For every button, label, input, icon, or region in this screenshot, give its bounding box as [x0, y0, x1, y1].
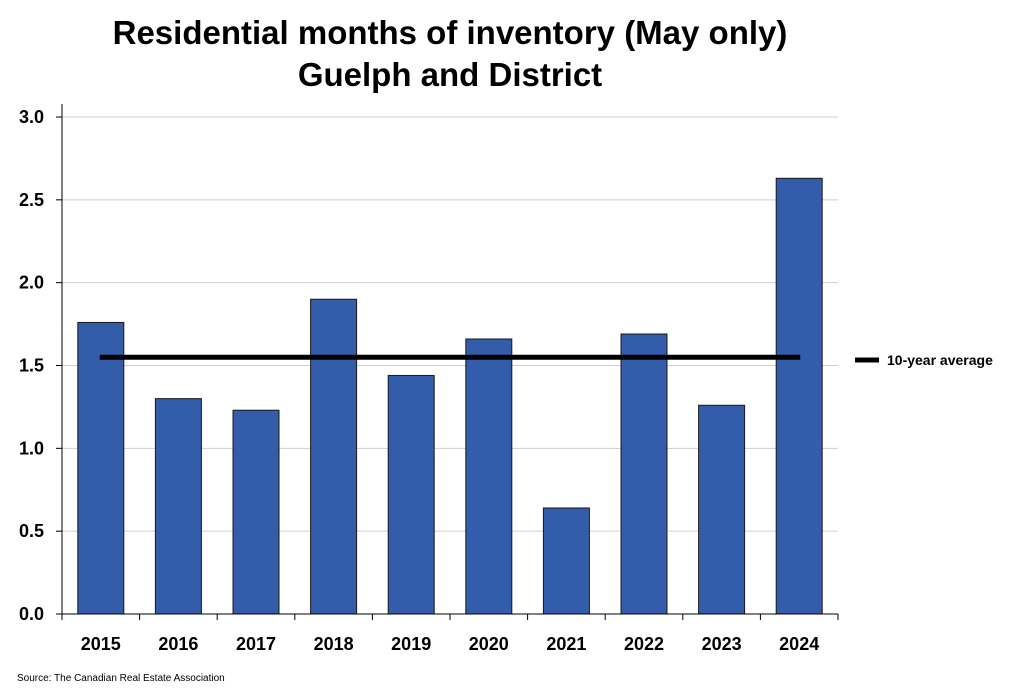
chart-title-line-1: Residential months of inventory (May onl… — [113, 14, 788, 51]
legend: 10-year average — [855, 352, 993, 368]
bars — [77, 177, 823, 615]
x-tick-label-2017: 2017 — [236, 634, 276, 654]
x-tick-label-2022: 2022 — [624, 634, 664, 654]
y-tick-label: 2.0 — [19, 273, 44, 293]
y-tick-label: 0.5 — [19, 521, 44, 541]
x-tick-label-2021: 2021 — [546, 634, 586, 654]
y-tick-label: 3.0 — [19, 107, 44, 127]
y-tick-label: 2.5 — [19, 190, 44, 210]
bar-2022 — [620, 333, 668, 615]
bar-2020 — [465, 338, 513, 615]
y-tick-label: 1.0 — [19, 438, 44, 458]
bar-2018 — [310, 298, 358, 615]
source-note: Source: The Canadian Real Estate Associa… — [17, 673, 225, 684]
y-tick-label: 1.5 — [19, 356, 44, 376]
bar-2017 — [232, 409, 280, 615]
legend-label-average: 10-year average — [887, 352, 993, 368]
bar-2023 — [698, 404, 746, 615]
y-tick-label: 0.0 — [19, 604, 44, 624]
x-tick-label-2015: 2015 — [81, 634, 121, 654]
x-tick-label-2019: 2019 — [391, 634, 431, 654]
chart-title-line-2: Guelph and District — [298, 56, 602, 93]
x-tick-label-2020: 2020 — [469, 634, 509, 654]
x-tick-label-2016: 2016 — [158, 634, 198, 654]
y-tick-labels: 0.0 0.5 1.0 1.5 2.0 2.5 3.0 — [19, 107, 62, 624]
x-tick-labels: 2015 2016 2017 2018 2019 2020 2021 2022 2023 2024 — [61, 614, 839, 654]
bar-2016 — [154, 398, 202, 615]
bar-2015 — [77, 321, 125, 615]
bar-2019 — [387, 374, 435, 615]
bar-2024 — [775, 177, 823, 615]
x-tick-label-2018: 2018 — [314, 634, 354, 654]
bar-2021 — [542, 507, 590, 615]
x-tick-label-2024: 2024 — [779, 634, 819, 654]
x-tick-label-2023: 2023 — [702, 634, 742, 654]
